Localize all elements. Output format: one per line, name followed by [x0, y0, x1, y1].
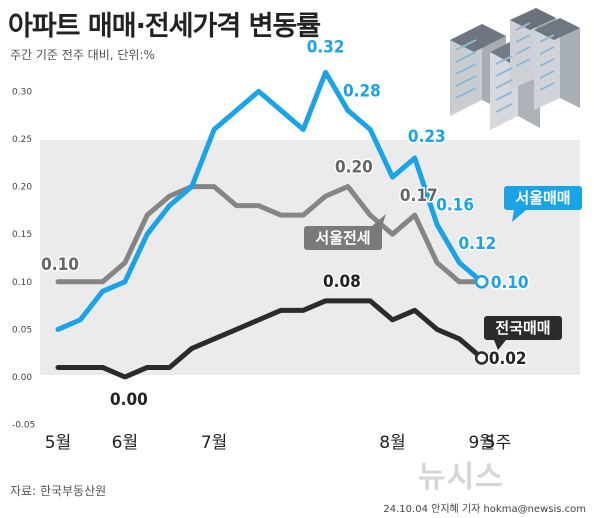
series-line-2 — [55, 298, 485, 380]
data-label: 0.28 — [343, 81, 381, 101]
legend-tag: 서울전세 — [304, 214, 386, 250]
x-tick-label: 7월 — [201, 433, 227, 453]
y-tick-label: 0.05 — [12, 325, 32, 335]
data-label: 0.12 — [459, 234, 497, 254]
credit-line: 24.10.04 안지혜 기자 hokma@newsis.com — [383, 504, 586, 515]
series-line-0 — [55, 69, 485, 332]
chart-title: 아파트 매매·전세가격 변동률 — [8, 11, 321, 42]
data-label: 0.10 — [491, 273, 529, 293]
data-label: 0.20 — [335, 158, 373, 178]
x-tick-label: 6월 — [112, 433, 138, 453]
y-tick-label: 0.10 — [12, 278, 32, 288]
series-end-marker — [474, 275, 489, 289]
chart-subtitle: 주간 기준 전주 대비, 단위:% — [10, 48, 155, 62]
data-label: 0.16 — [436, 196, 474, 216]
data-label: 0.23 — [408, 127, 446, 147]
data-label: 0.10 — [41, 255, 79, 275]
y-tick-label: 0.30 — [12, 87, 32, 97]
data-label: 0.02 — [489, 349, 527, 369]
y-tick-label: 0.15 — [12, 230, 32, 240]
legend-tag: 서울매매 — [504, 186, 582, 222]
legend-label: 서울매매 — [515, 189, 570, 207]
legend-tag-pointer — [512, 210, 526, 222]
legend-tag-pointer — [494, 340, 506, 350]
source-note: 자료: 한국부동산원 — [10, 484, 107, 498]
x-tick-label: 5주 — [485, 433, 511, 453]
legend-tag-box — [304, 226, 382, 250]
legend-label: 전국매매 — [495, 319, 550, 337]
data-label: 0.08 — [323, 272, 361, 292]
watermark-logo: 뉴시스 — [418, 460, 504, 495]
x-tick-label: 9월 — [468, 433, 494, 453]
data-label: 0.17 — [400, 186, 438, 206]
y-tick-label: 0.00 — [12, 373, 32, 383]
series-line-1 — [55, 184, 485, 285]
y-tick-label: 0.25 — [12, 135, 32, 145]
y-tick-label: 0.20 — [12, 183, 32, 193]
legend-tag-box — [484, 316, 562, 340]
apartment-buildings-icon — [450, 8, 580, 130]
y-tick-label: -0.05 — [12, 421, 35, 431]
series-end-marker — [474, 351, 489, 365]
legend-tag-box — [504, 186, 582, 210]
x-tick-label: 8월 — [379, 433, 405, 453]
data-label: 0.00 — [110, 390, 148, 410]
legend-label: 서울전세 — [315, 229, 370, 247]
x-tick-label: 5월 — [45, 433, 71, 453]
data-label: 0.32 — [307, 37, 345, 57]
legend-tag-pointer — [372, 214, 386, 226]
legend-tag: 전국매매 — [484, 316, 562, 350]
